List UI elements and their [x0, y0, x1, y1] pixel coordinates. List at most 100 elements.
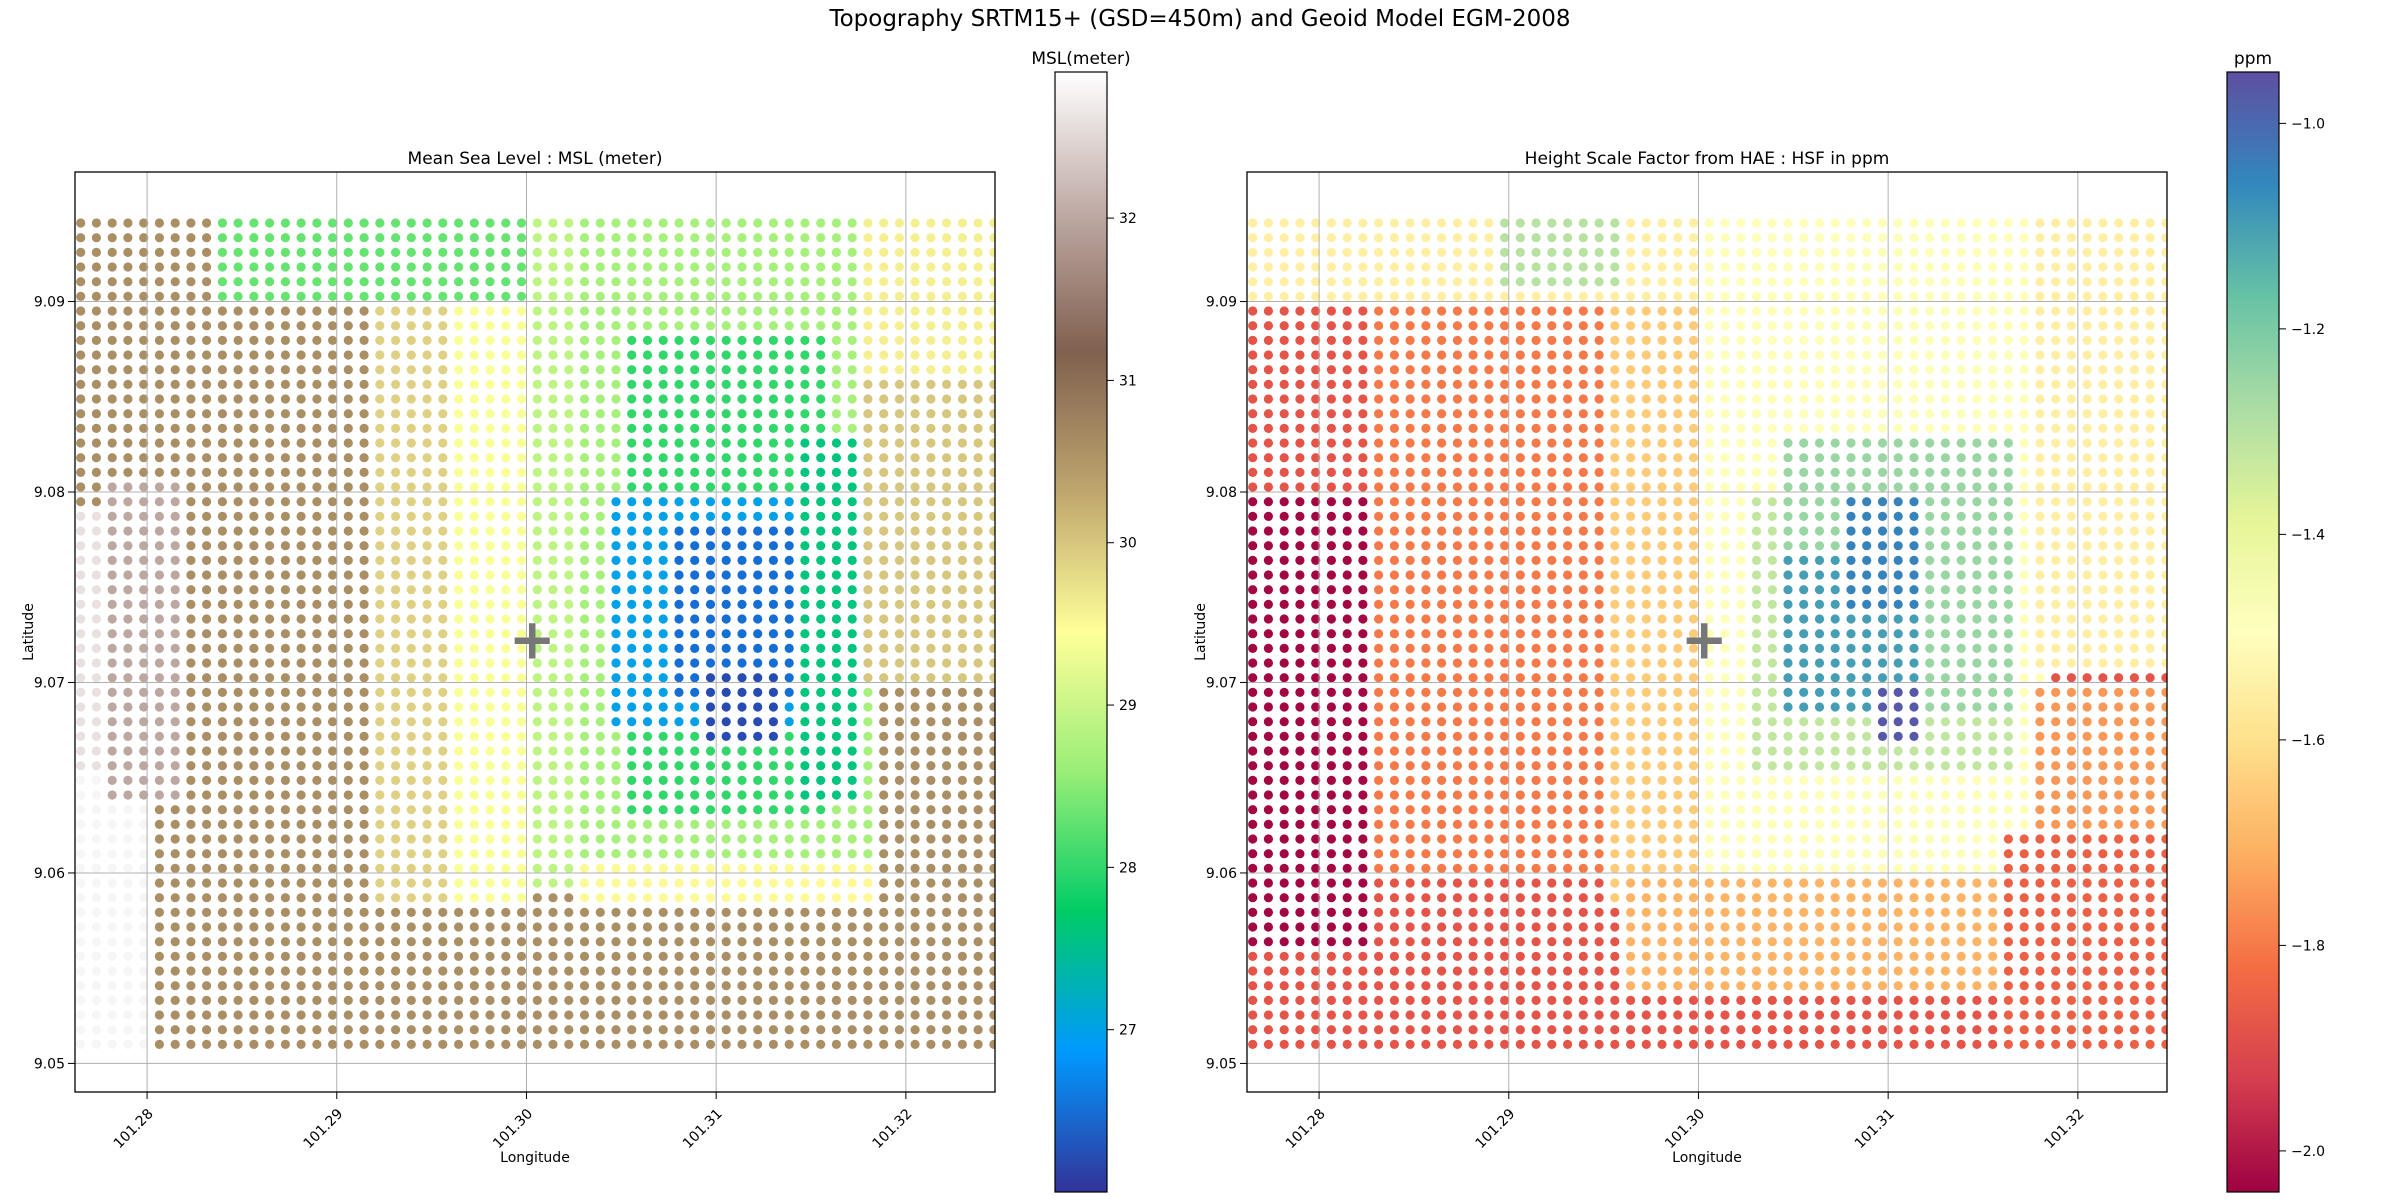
data-point [2082, 937, 2092, 947]
data-point [154, 570, 164, 580]
data-point [816, 819, 826, 830]
data-point [768, 893, 779, 903]
data-point [328, 379, 338, 389]
data-point [312, 717, 322, 727]
data-point [1374, 849, 1384, 859]
data-point [894, 775, 905, 786]
data-point [1500, 834, 1510, 844]
data-point [170, 438, 180, 448]
data-point [705, 1039, 716, 1049]
data-point [485, 717, 495, 727]
data-point [1799, 907, 1809, 918]
data-point [1893, 995, 1903, 1006]
data-point [2082, 878, 2092, 888]
data-point [1940, 717, 1950, 727]
data-point [1468, 907, 1478, 918]
data-point [359, 922, 369, 932]
data-point [485, 321, 495, 331]
data-point [800, 995, 810, 1006]
data-point [328, 247, 338, 257]
data-point [76, 922, 86, 932]
data-point [107, 365, 117, 375]
data-point [705, 731, 716, 742]
data-point [375, 702, 385, 712]
data-point [942, 863, 952, 874]
data-point [721, 497, 731, 507]
data-point [1783, 849, 1793, 859]
data-point [343, 893, 353, 903]
data-point [516, 717, 527, 727]
data-point [2066, 775, 2076, 786]
data-point [989, 966, 995, 976]
data-point [186, 687, 196, 698]
data-point [359, 365, 369, 375]
data-point [863, 966, 873, 976]
data-point [123, 761, 133, 771]
data-point [1940, 805, 1950, 815]
data-point [1578, 849, 1588, 859]
data-point [989, 379, 995, 389]
data-point [170, 614, 180, 624]
data-point [800, 497, 810, 507]
data-point [942, 467, 952, 477]
data-point [674, 453, 684, 463]
data-point [1578, 761, 1588, 771]
data-point [1846, 1039, 1856, 1049]
data-point [76, 643, 86, 654]
data-point [910, 350, 920, 360]
data-point [438, 1039, 448, 1049]
data-point [296, 834, 306, 844]
data-point [957, 233, 968, 243]
data-point [1909, 937, 1919, 947]
data-point [942, 233, 952, 243]
data-point [2161, 863, 2167, 873]
data-point [2098, 805, 2108, 815]
data-point [1830, 878, 1840, 888]
data-point [469, 497, 479, 507]
data-point [753, 658, 763, 668]
data-point [721, 937, 731, 947]
data-point [1531, 761, 1541, 771]
data-point [863, 365, 873, 375]
data-point [406, 907, 416, 918]
data-point [611, 966, 621, 976]
data-point [1578, 907, 1588, 918]
data-point [1862, 717, 1872, 727]
data-point [1956, 951, 1966, 962]
data-point [217, 438, 227, 448]
data-point [1783, 922, 1793, 932]
data-point [894, 1010, 905, 1020]
data-point [1720, 863, 1730, 874]
data-point [328, 541, 338, 551]
data-point [674, 291, 684, 301]
data-point [202, 1025, 212, 1035]
data-point [768, 555, 779, 566]
data-point [863, 350, 873, 360]
data-point [1263, 893, 1273, 903]
data-point [186, 922, 196, 932]
data-point [579, 834, 590, 844]
data-point [705, 937, 716, 947]
data-point [107, 878, 117, 888]
data-point [1956, 995, 1966, 1006]
data-point [642, 482, 653, 492]
data-point [1484, 731, 1494, 742]
data-point [233, 321, 243, 331]
data-point [1688, 951, 1699, 962]
data-point [249, 247, 259, 257]
data-point [154, 1025, 164, 1035]
data-point [910, 981, 920, 991]
x-tick-label: 101.30 [490, 1106, 536, 1152]
data-point [690, 453, 700, 463]
data-point [973, 731, 983, 742]
data-point [674, 746, 684, 756]
data-point [2161, 731, 2167, 741]
data-point [753, 761, 763, 771]
data-point [690, 541, 700, 551]
data-point [343, 585, 353, 595]
data-point [816, 409, 826, 419]
data-point [1468, 819, 1478, 830]
data-point [2082, 702, 2092, 712]
data-point [2114, 1025, 2124, 1035]
data-point [611, 981, 621, 991]
